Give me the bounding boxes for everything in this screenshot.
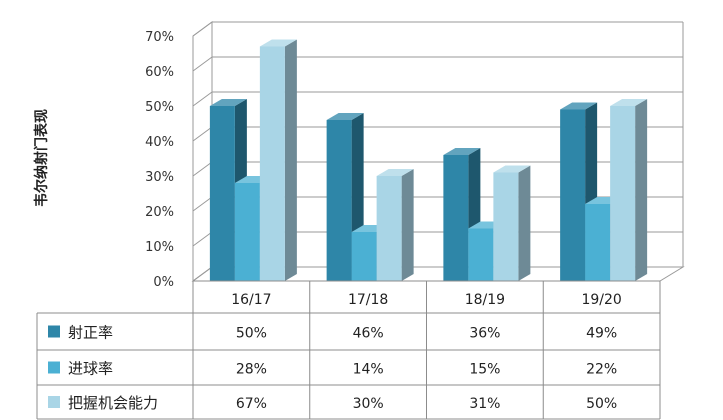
table-cell-value: 49% <box>586 326 617 342</box>
legend-swatch <box>48 396 60 408</box>
y-tick-label: 70% <box>145 30 174 45</box>
bar <box>259 39 297 281</box>
table-cell-value: 50% <box>236 326 267 342</box>
bar-front <box>351 232 377 281</box>
legend-entry: 把握机会能力 <box>68 394 158 412</box>
bar-top <box>326 113 364 120</box>
bar-front <box>376 176 402 281</box>
x-tick-label: 17/18 <box>348 292 388 308</box>
bar-front <box>468 228 494 281</box>
gridline-side <box>192 21 213 37</box>
table-cell-value: 15% <box>469 362 500 378</box>
x-tick-label: 16/17 <box>231 292 271 308</box>
bar <box>376 169 414 281</box>
y-tick-label: 10% <box>145 240 174 255</box>
bar-side <box>518 165 531 281</box>
bar-front <box>259 46 285 281</box>
gridline-side <box>192 266 213 282</box>
bar-top <box>560 102 598 110</box>
y-axis-label: 韦尔纳射门表现 <box>33 109 50 207</box>
table-cell-value: 31% <box>469 396 500 412</box>
gridline-side <box>192 56 213 72</box>
bar-side <box>401 169 414 281</box>
bar-front <box>560 109 586 281</box>
table-cell-value: 30% <box>353 396 384 412</box>
side-wall <box>192 21 213 282</box>
table-cell-value: 14% <box>353 362 384 378</box>
table-cell-value: 28% <box>236 362 267 378</box>
bar <box>493 165 531 281</box>
legend-entry: 进球率 <box>68 360 113 378</box>
bar-front <box>493 172 519 281</box>
bar-front <box>610 106 636 281</box>
bar-top <box>610 99 648 106</box>
y-tick-label: 20% <box>145 205 174 220</box>
y-tick-label: 60% <box>145 65 174 80</box>
bar-top <box>376 169 414 176</box>
table-cell-value: 22% <box>586 362 617 378</box>
bars <box>209 39 648 281</box>
bar-top <box>443 148 481 155</box>
y-tick-label: 0% <box>153 275 174 290</box>
y-tick-label: 30% <box>145 170 174 185</box>
table-cell-value: 46% <box>353 326 384 342</box>
gridline-side <box>192 126 213 142</box>
legend-swatch <box>48 361 60 374</box>
gridline-side <box>192 161 213 177</box>
bar-front <box>443 155 469 281</box>
bar-front <box>209 106 235 281</box>
y-tick-labels: 0% 10% 20% 30% 40% 50% 60% 70% <box>145 30 174 290</box>
bar-top <box>493 165 531 173</box>
bar-front <box>234 183 260 281</box>
bar-side <box>284 39 297 281</box>
gridline-side <box>192 231 213 247</box>
y-tick-label: 40% <box>145 135 174 150</box>
legend-swatch <box>48 325 60 338</box>
table-cell-value: 67% <box>236 396 267 412</box>
data-table: 16/17 17/18 18/19 19/20 射正率 50% 46% 36% 49% 进球率 28… <box>36 280 661 420</box>
bar-top <box>209 99 247 106</box>
legend-entry: 射正率 <box>68 324 113 342</box>
gridline-side <box>192 91 213 107</box>
x-tick-label: 19/20 <box>581 292 621 308</box>
bar-front <box>585 204 611 281</box>
table-cell-value: 50% <box>586 396 617 412</box>
bar-top <box>259 39 297 47</box>
bar-front <box>326 120 352 281</box>
y-tick-label: 50% <box>145 100 174 115</box>
bar <box>610 99 648 281</box>
bar-side <box>635 99 648 281</box>
gridline-side <box>192 196 213 212</box>
x-tick-label: 18/19 <box>465 292 505 308</box>
table-cell-value: 36% <box>469 326 500 342</box>
